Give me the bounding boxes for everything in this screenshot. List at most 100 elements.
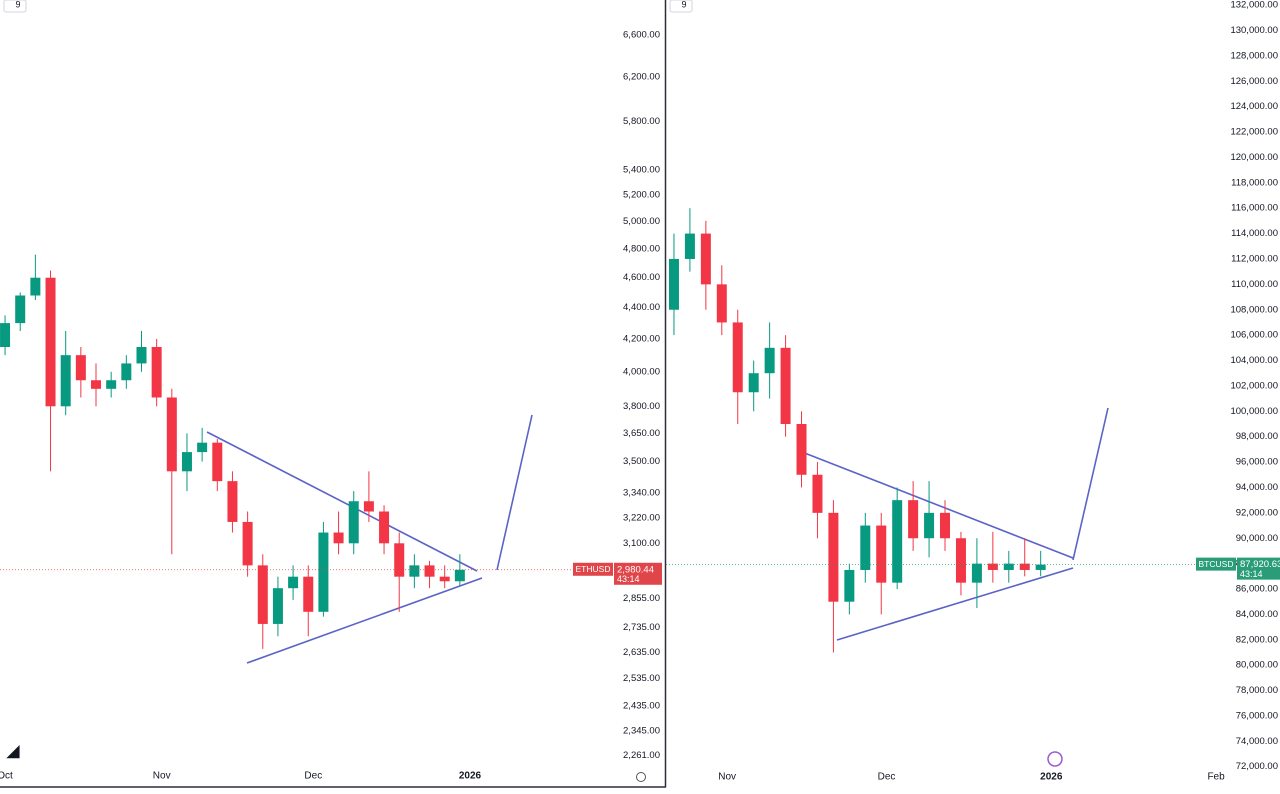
- x-tick-label: Nov: [718, 772, 736, 783]
- candle-body: [955, 538, 966, 583]
- candle-body: [121, 363, 132, 381]
- symbol-tag: [1196, 557, 1236, 571]
- trendline: [836, 567, 1074, 641]
- interval-label: 9: [15, 0, 20, 9]
- candle-body: [333, 532, 344, 544]
- y-tick-label: 4,400.00: [623, 302, 660, 313]
- candle-body: [668, 258, 679, 310]
- y-tick-label: 84,000.00: [1236, 609, 1278, 620]
- y-tick-label: 74,000.00: [1236, 736, 1278, 747]
- y-tick-label: 4,000.00: [623, 366, 660, 377]
- candle-body: [700, 233, 711, 285]
- y-tick-label: 82,000.00: [1236, 634, 1278, 645]
- y-tick-label: 5,800.00: [623, 116, 660, 127]
- candle-body: [439, 576, 450, 582]
- y-tick-label: 110,000.00: [1231, 279, 1278, 290]
- y-tick-label: 2,735.00: [623, 622, 660, 633]
- candle-body: [363, 501, 374, 512]
- replay-icon[interactable]: [1047, 751, 1063, 767]
- y-tick-label: 72,000.00: [1236, 761, 1278, 772]
- y-tick-label: 128,000.00: [1230, 50, 1278, 61]
- candle-body: [409, 565, 420, 577]
- candle-body: [151, 346, 162, 398]
- candle-body: [60, 355, 71, 407]
- y-tick-label: 114,000.00: [1231, 228, 1278, 239]
- candle-body: [844, 569, 855, 602]
- candle-body: [303, 576, 314, 612]
- interval-button[interactable]: [669, 0, 693, 13]
- x-tick-label: Oct: [0, 771, 13, 782]
- y-tick-label: 112,000.00: [1231, 253, 1278, 264]
- symbol-label: ETHUSD: [576, 564, 611, 574]
- candle-body: [828, 512, 839, 602]
- candle-body: [75, 355, 86, 381]
- trendline: [206, 431, 478, 572]
- y-tick-label: 102,000.00: [1230, 380, 1278, 391]
- y-tick-label: 5,000.00: [623, 216, 660, 227]
- candle-body: [91, 380, 102, 389]
- candle-body: [876, 525, 887, 583]
- candle-body: [348, 501, 359, 544]
- y-tick-label: 4,200.00: [623, 333, 660, 344]
- y-tick-label: 106,000.00: [1230, 330, 1278, 341]
- y-tick-label: 116,000.00: [1231, 203, 1278, 214]
- interval-button[interactable]: [3, 0, 27, 13]
- y-tick-label: 122,000.00: [1230, 127, 1278, 138]
- y-tick-label: 2,635.00: [623, 647, 660, 658]
- candles: [668, 208, 1046, 653]
- candle-body: [15, 295, 26, 324]
- y-tick-label: 2,435.00: [623, 700, 660, 711]
- trendline: [246, 577, 483, 664]
- y-tick-label: 104,000.00: [1230, 355, 1278, 366]
- candle-body: [30, 277, 41, 296]
- x-tick-label: Dec: [304, 771, 322, 782]
- y-tick-label: 2,261.00: [623, 750, 660, 761]
- candle-body: [812, 474, 823, 513]
- candles: [0, 254, 465, 649]
- candle-body: [892, 500, 903, 583]
- y-tick-label: 130,000.00: [1230, 25, 1278, 36]
- y-tick-label: 3,220.00: [623, 512, 660, 523]
- x-tick-label: Dec: [878, 772, 896, 783]
- candle-body: [748, 373, 759, 393]
- y-tick-label: 98,000.00: [1236, 431, 1278, 442]
- candle-body: [197, 442, 208, 453]
- y-tick-label: 118,000.00: [1231, 177, 1278, 188]
- y-tick-label: 78,000.00: [1236, 685, 1278, 696]
- trendline: [1072, 407, 1109, 561]
- candle-body: [1003, 563, 1014, 570]
- y-tick-label: 6,200.00: [623, 71, 660, 82]
- candle-body: [166, 397, 177, 472]
- y-tick-label: 3,100.00: [623, 538, 660, 549]
- y-tick-label: 132,000.00: [1230, 0, 1278, 11]
- y-tick-label: 6,600.00: [623, 29, 660, 40]
- candle-body: [379, 511, 390, 544]
- candle-body: [971, 563, 982, 583]
- candle-body: [454, 569, 465, 582]
- interval-label: 9: [681, 0, 686, 9]
- x-tick-label: 2026: [1040, 772, 1063, 783]
- candle-body: [1019, 563, 1030, 570]
- candle-body: [288, 576, 299, 589]
- y-tick-label: 4,600.00: [623, 272, 660, 283]
- candle-body: [45, 277, 56, 407]
- candle-body: [212, 442, 223, 482]
- candle-body: [860, 525, 871, 570]
- candle-body: [227, 481, 238, 522]
- y-tick-label: 3,650.00: [623, 428, 660, 439]
- trendline: [801, 451, 1074, 559]
- candle-body: [908, 500, 919, 539]
- candle-body: [780, 347, 791, 424]
- candle-body: [764, 347, 775, 374]
- candle-body: [1035, 564, 1046, 570]
- y-tick-label: 2,535.00: [623, 673, 660, 684]
- candle-body: [924, 512, 935, 539]
- x-tick-label: Feb: [1207, 772, 1225, 783]
- y-tick-label: 3,340.00: [623, 488, 660, 499]
- y-tick-label: 120,000.00: [1230, 152, 1278, 163]
- settings-icon[interactable]: [636, 772, 646, 782]
- candle-body: [0, 323, 11, 347]
- x-tick-label: Nov: [153, 771, 171, 782]
